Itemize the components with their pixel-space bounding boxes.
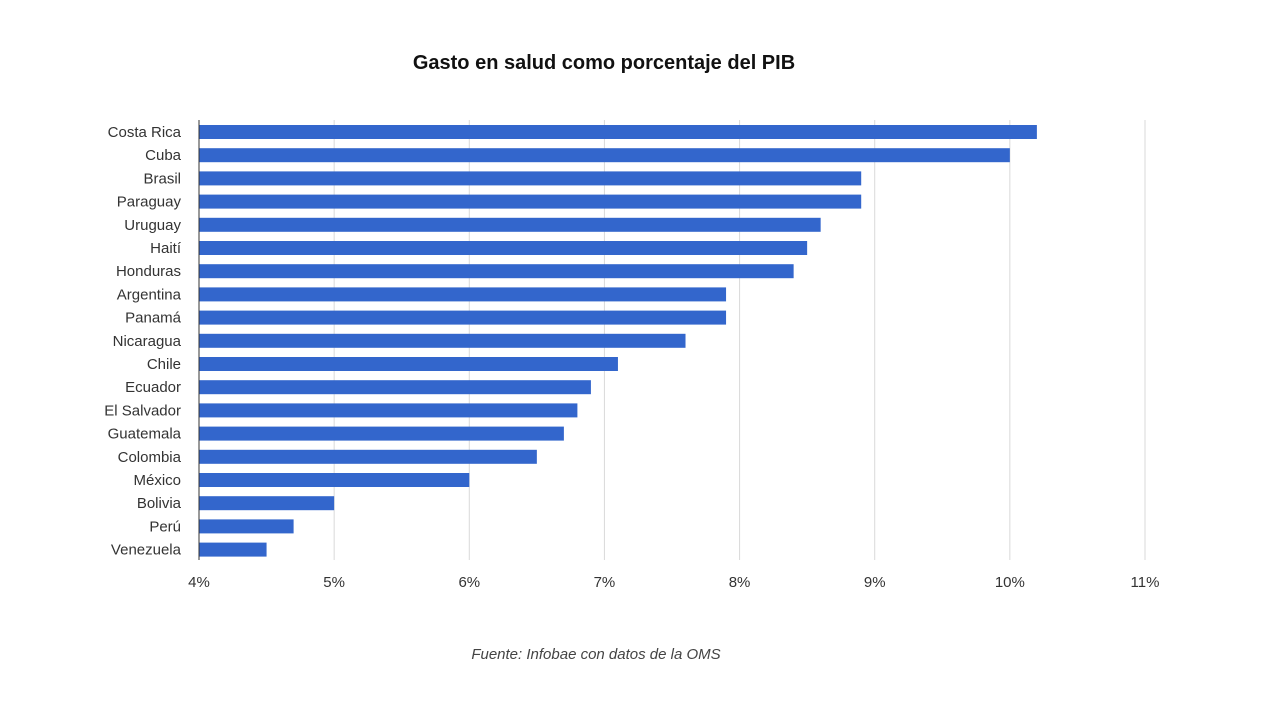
- bar: [199, 241, 808, 255]
- bar: [199, 380, 591, 395]
- bar: [199, 542, 267, 557]
- category-label: Colombia: [118, 449, 182, 466]
- bar-chart: Costa Rica Cuba Brasil Paraguay Uruguay Haití…: [104, 120, 1159, 591]
- bar: [199, 426, 564, 441]
- category-label: Guatemala: [108, 426, 182, 443]
- category-label: Honduras: [116, 263, 181, 280]
- bar: [199, 194, 862, 209]
- bar: [199, 449, 537, 464]
- x-tick-label: 11%: [1131, 574, 1160, 591]
- category-label: Argentina: [117, 286, 182, 303]
- category-label: Brasil: [143, 170, 181, 187]
- category-labels: Costa Rica Cuba Brasil Paraguay Uruguay Haití…: [104, 124, 182, 559]
- category-label: Venezuela: [111, 542, 182, 559]
- x-tick-label: 9%: [864, 574, 886, 591]
- bar: [199, 403, 578, 418]
- x-tick-label: 5%: [323, 574, 345, 591]
- x-tick-label: 6%: [458, 574, 480, 591]
- category-label: Paraguay: [117, 194, 182, 211]
- bar: [199, 217, 821, 232]
- category-label: Perú: [149, 518, 181, 535]
- category-label: Ecuador: [125, 379, 181, 396]
- bar: [199, 473, 470, 487]
- bar: [199, 125, 1037, 139]
- x-axis-ticks: 4% 5% 6% 7% 8% 9% 10% 11%: [188, 574, 1159, 591]
- bar: [199, 287, 727, 302]
- x-tick-label: 8%: [729, 574, 751, 591]
- bar: [199, 171, 862, 186]
- chart-title: Gasto en salud como porcentaje del PIB: [412, 52, 796, 74]
- x-tick-label: 7%: [594, 574, 616, 591]
- bar: [199, 357, 618, 371]
- category-label: Panamá: [125, 310, 182, 327]
- category-label: Chile: [147, 356, 181, 373]
- bar: [199, 148, 1010, 163]
- category-label: Bolivia: [137, 495, 182, 512]
- category-label: El Salvador: [104, 402, 181, 419]
- source-note: Fuente: Infobae con datos de la OMS: [471, 646, 721, 663]
- category-label: Costa Rica: [108, 124, 182, 141]
- x-tick-label: 4%: [188, 574, 210, 591]
- category-label: Nicaragua: [113, 333, 182, 350]
- category-label: Cuba: [145, 147, 182, 164]
- bar: [199, 310, 727, 325]
- bar: [199, 264, 794, 279]
- bar: [199, 496, 335, 511]
- bars: [199, 125, 1037, 557]
- bar: [199, 333, 686, 348]
- x-tick-label: 10%: [995, 574, 1025, 591]
- category-label: Uruguay: [124, 217, 181, 234]
- category-label: Haití: [150, 240, 182, 257]
- bar: [199, 519, 294, 534]
- category-label: México: [133, 472, 181, 489]
